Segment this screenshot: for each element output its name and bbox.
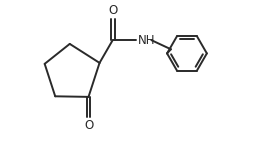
Text: O: O (84, 119, 93, 132)
Text: NH: NH (137, 34, 155, 47)
Text: O: O (108, 4, 117, 17)
